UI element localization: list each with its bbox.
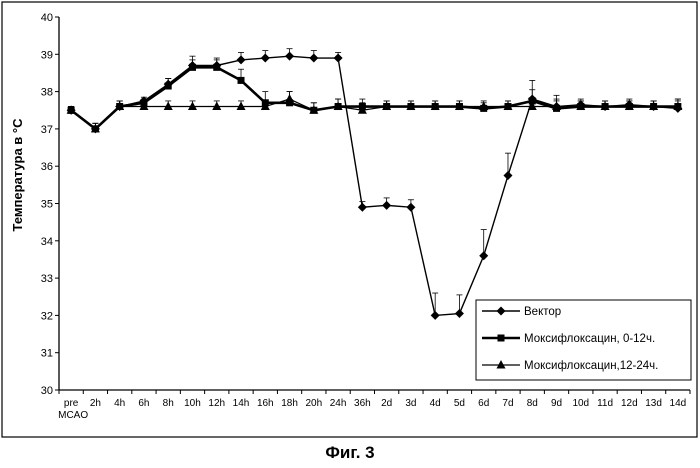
x-tick-label: 3d [405, 398, 416, 409]
x-tick-label: 18h [281, 398, 298, 409]
x-tick-label: 12d [621, 398, 638, 409]
data-point [406, 202, 416, 212]
data-point [430, 310, 440, 320]
data-point [188, 63, 196, 71]
y-tick-label: 34 [41, 236, 53, 248]
x-tick-label: 9d [551, 398, 562, 409]
data-point [430, 101, 440, 111]
x-tick-label: 4h [114, 398, 125, 409]
series-layer [66, 48, 683, 320]
y-tick-label: 35 [41, 199, 53, 211]
temperature-line-chart: Температура в °C 30 31 32 33 34 35 36 37 38 39 40 p… [1, 1, 698, 438]
data-point [285, 94, 295, 103]
data-point [527, 101, 537, 111]
legend-marker [496, 306, 506, 316]
x-tick-label: 16h [257, 398, 274, 409]
legend-entry: Моксифлоксацин,12-24ч. [524, 360, 658, 372]
data-point [357, 202, 367, 212]
data-point [454, 101, 464, 111]
data-point [213, 63, 221, 71]
x-tick-label: 20h [305, 398, 322, 409]
y-tick-label: 31 [41, 348, 53, 360]
x-tick-label: 2h [90, 398, 101, 409]
x-tick-label: 8d [527, 398, 538, 409]
data-point [285, 51, 295, 61]
data-point [286, 99, 294, 107]
data-point [333, 53, 343, 63]
x-tick-label: 13d [645, 398, 662, 409]
series-triangle [66, 91, 683, 133]
y-tick-label: 36 [41, 161, 53, 173]
x-tick-label: pre [64, 398, 79, 409]
data-point [236, 55, 246, 65]
x-tick-label: 4d [430, 398, 441, 409]
data-point [673, 101, 683, 111]
y-tick-label: 30 [41, 385, 53, 397]
data-point [552, 101, 562, 111]
series-line [70, 98, 678, 130]
x-tick-label: 8h [163, 398, 174, 409]
data-point [576, 101, 586, 111]
x-tick-label: 12h [208, 398, 225, 409]
data-point [624, 101, 634, 111]
data-point [309, 53, 319, 63]
data-point [260, 101, 270, 111]
data-point [139, 101, 149, 111]
data-point [382, 200, 392, 210]
data-point [90, 123, 100, 133]
data-point [237, 76, 245, 84]
legend-marker [496, 360, 506, 369]
data-point [600, 101, 610, 111]
data-point [187, 101, 197, 111]
y-tick-label: 39 [41, 49, 53, 61]
y-tick-label: 38 [41, 87, 53, 99]
data-point [164, 82, 172, 90]
x-tick-label: 24h [330, 398, 347, 409]
x-tick-label: 2d [381, 398, 392, 409]
legend-marker [497, 334, 505, 342]
y-tick-label: 33 [41, 273, 53, 285]
data-point [115, 101, 125, 111]
data-point [479, 251, 489, 261]
data-point [503, 101, 513, 111]
x-tick-label: 7d [502, 398, 513, 409]
data-point [309, 105, 319, 114]
y-axis-label: Температура в °C [10, 118, 25, 232]
legend-box [475, 299, 692, 381]
data-point [66, 105, 76, 114]
y-tick-label: 37 [41, 124, 53, 136]
data-point [260, 53, 270, 63]
data-point [163, 101, 173, 111]
figure-caption: Фиг. 3 [325, 443, 375, 462]
x-tick-label: 14h [233, 398, 250, 409]
data-point [236, 101, 246, 111]
legend-entry: Вектор [524, 306, 561, 318]
data-point [212, 101, 222, 111]
x-tick-label: 6d [478, 398, 489, 409]
data-point [406, 101, 416, 111]
data-point [649, 101, 659, 111]
legend-entry: Моксифлоксацин, 0-12ч. [524, 333, 655, 345]
data-point [479, 101, 489, 111]
data-point [382, 101, 392, 111]
x-tick-label: 5d [454, 398, 465, 409]
legend: Вектор Моксифлоксацин, 0-12ч. Моксифлоксац… [475, 299, 692, 381]
data-point [454, 309, 464, 319]
x-tick-label: 6h [138, 398, 149, 409]
y-tick-label: 40 [41, 12, 53, 24]
data-point [333, 101, 343, 111]
x-tick-label: 11d [597, 398, 613, 409]
x-tick-label: MCAO [58, 410, 88, 421]
data-point [503, 171, 513, 181]
x-tick-label: 10h [184, 398, 201, 409]
x-tick-label: 36h [354, 398, 371, 409]
x-tick-label: 10d [572, 398, 589, 409]
data-point [357, 105, 367, 114]
y-tick-label: 32 [41, 310, 53, 322]
x-tick-label: 14d [670, 398, 687, 409]
